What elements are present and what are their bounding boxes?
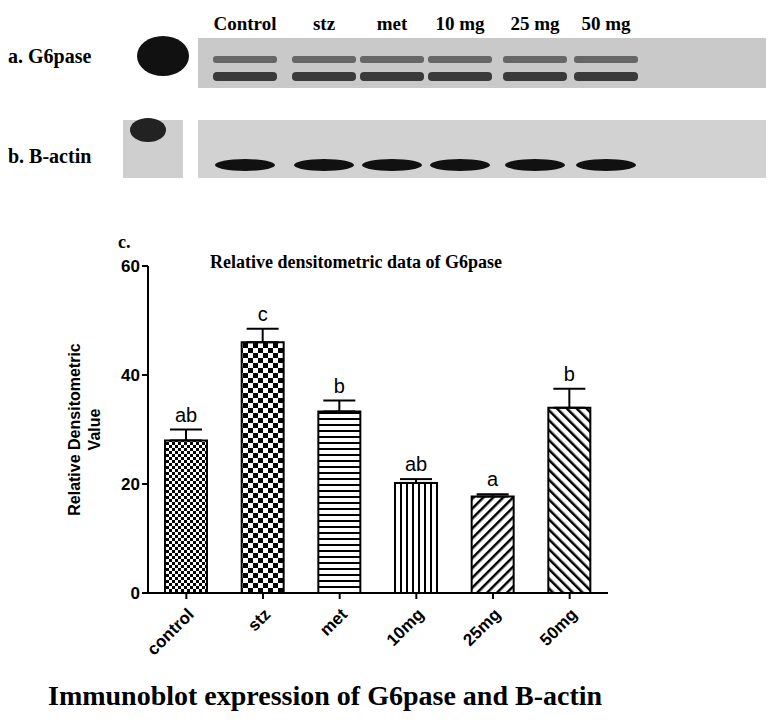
html-text:Immunoblot expression of G6pas: Immunoblot expression of G6pase and B-ac…: [48, 680, 603, 711]
svg-text:ab: ab: [175, 404, 197, 426]
html-text:Relative densitometric data of: Relative densitometric data of G6pase: [210, 252, 502, 272]
svg-text:0: 0: [131, 584, 140, 603]
html-text:c.: c.: [118, 232, 131, 252]
svg-text:met: met: [316, 605, 351, 640]
svg-text:Relative DensitometricValue: Relative DensitometricValue: [66, 343, 103, 516]
svg-text:stz: stz: [244, 605, 274, 635]
svg-text:Control: Control: [214, 13, 277, 34]
svg-text:control: control: [143, 605, 197, 659]
svg-text:50mg: 50mg: [536, 605, 581, 650]
svg-text:25mg: 25mg: [459, 605, 504, 650]
svg-text:20: 20: [121, 475, 140, 494]
svg-text:40: 40: [121, 366, 140, 385]
svg-text:c: c: [258, 303, 268, 325]
svg-text:b: b: [564, 363, 575, 385]
svg-text:ab: ab: [405, 453, 427, 475]
svg-text:met: met: [377, 13, 408, 34]
svg-text:b: b: [334, 375, 345, 397]
svg-text:60: 60: [121, 257, 140, 276]
svg-text:10 mg: 10 mg: [435, 13, 485, 34]
svg-text:stz: stz: [313, 13, 336, 34]
svg-text:25 mg: 25 mg: [510, 13, 560, 34]
svg-text:50 mg: 50 mg: [581, 13, 631, 34]
svg-text:10mg: 10mg: [383, 605, 428, 650]
svg-text:a: a: [487, 468, 499, 490]
svg-text:a. G6pase: a. G6pase: [8, 45, 91, 68]
svg-text:b. B-actin: b. B-actin: [8, 145, 91, 167]
